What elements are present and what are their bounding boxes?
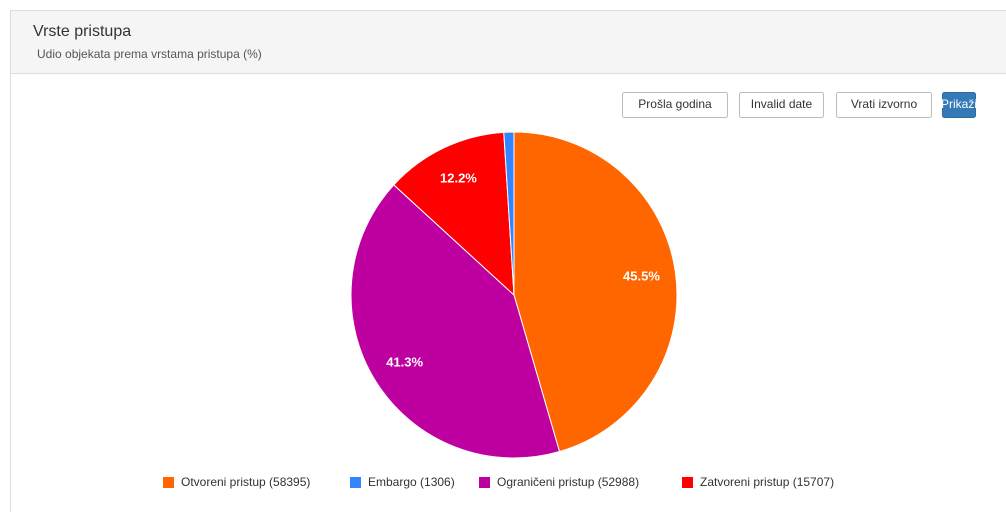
data-label: 41.3% xyxy=(386,354,423,369)
legend-label: Ograničeni pristup (52988) xyxy=(497,475,639,489)
panel-subtitle: Udio objekata prema vrstama pristupa (%) xyxy=(37,47,262,61)
legend-label: Zatvoreni pristup (15707) xyxy=(700,475,834,489)
legend-label: Embargo (1306) xyxy=(368,475,455,489)
button-label[interactable]: Invalid date xyxy=(751,97,813,111)
button[interactable] xyxy=(942,92,976,118)
legend-swatch xyxy=(682,477,693,488)
button[interactable] xyxy=(622,92,728,118)
data-label: 12.2% xyxy=(440,170,477,185)
pie-slice xyxy=(513,131,678,453)
button-label[interactable]: Vrati izvorno xyxy=(851,97,918,111)
panel-header xyxy=(11,11,1006,73)
panel-title: Vrste pristupa xyxy=(33,23,131,40)
pie-slice xyxy=(393,131,515,297)
legend-swatch xyxy=(479,477,490,488)
button[interactable] xyxy=(836,92,932,118)
button-label[interactable]: Prošla godina xyxy=(638,97,712,111)
button-label[interactable]: Prikaži xyxy=(941,97,977,111)
legend-swatch xyxy=(163,477,174,488)
data-label: 45.5% xyxy=(623,268,660,283)
pie-slice xyxy=(350,184,561,459)
pie-slice xyxy=(503,131,515,296)
button[interactable] xyxy=(739,92,824,118)
legend-swatch xyxy=(350,477,361,488)
legend-label: Otvoreni pristup (58395) xyxy=(181,475,310,489)
